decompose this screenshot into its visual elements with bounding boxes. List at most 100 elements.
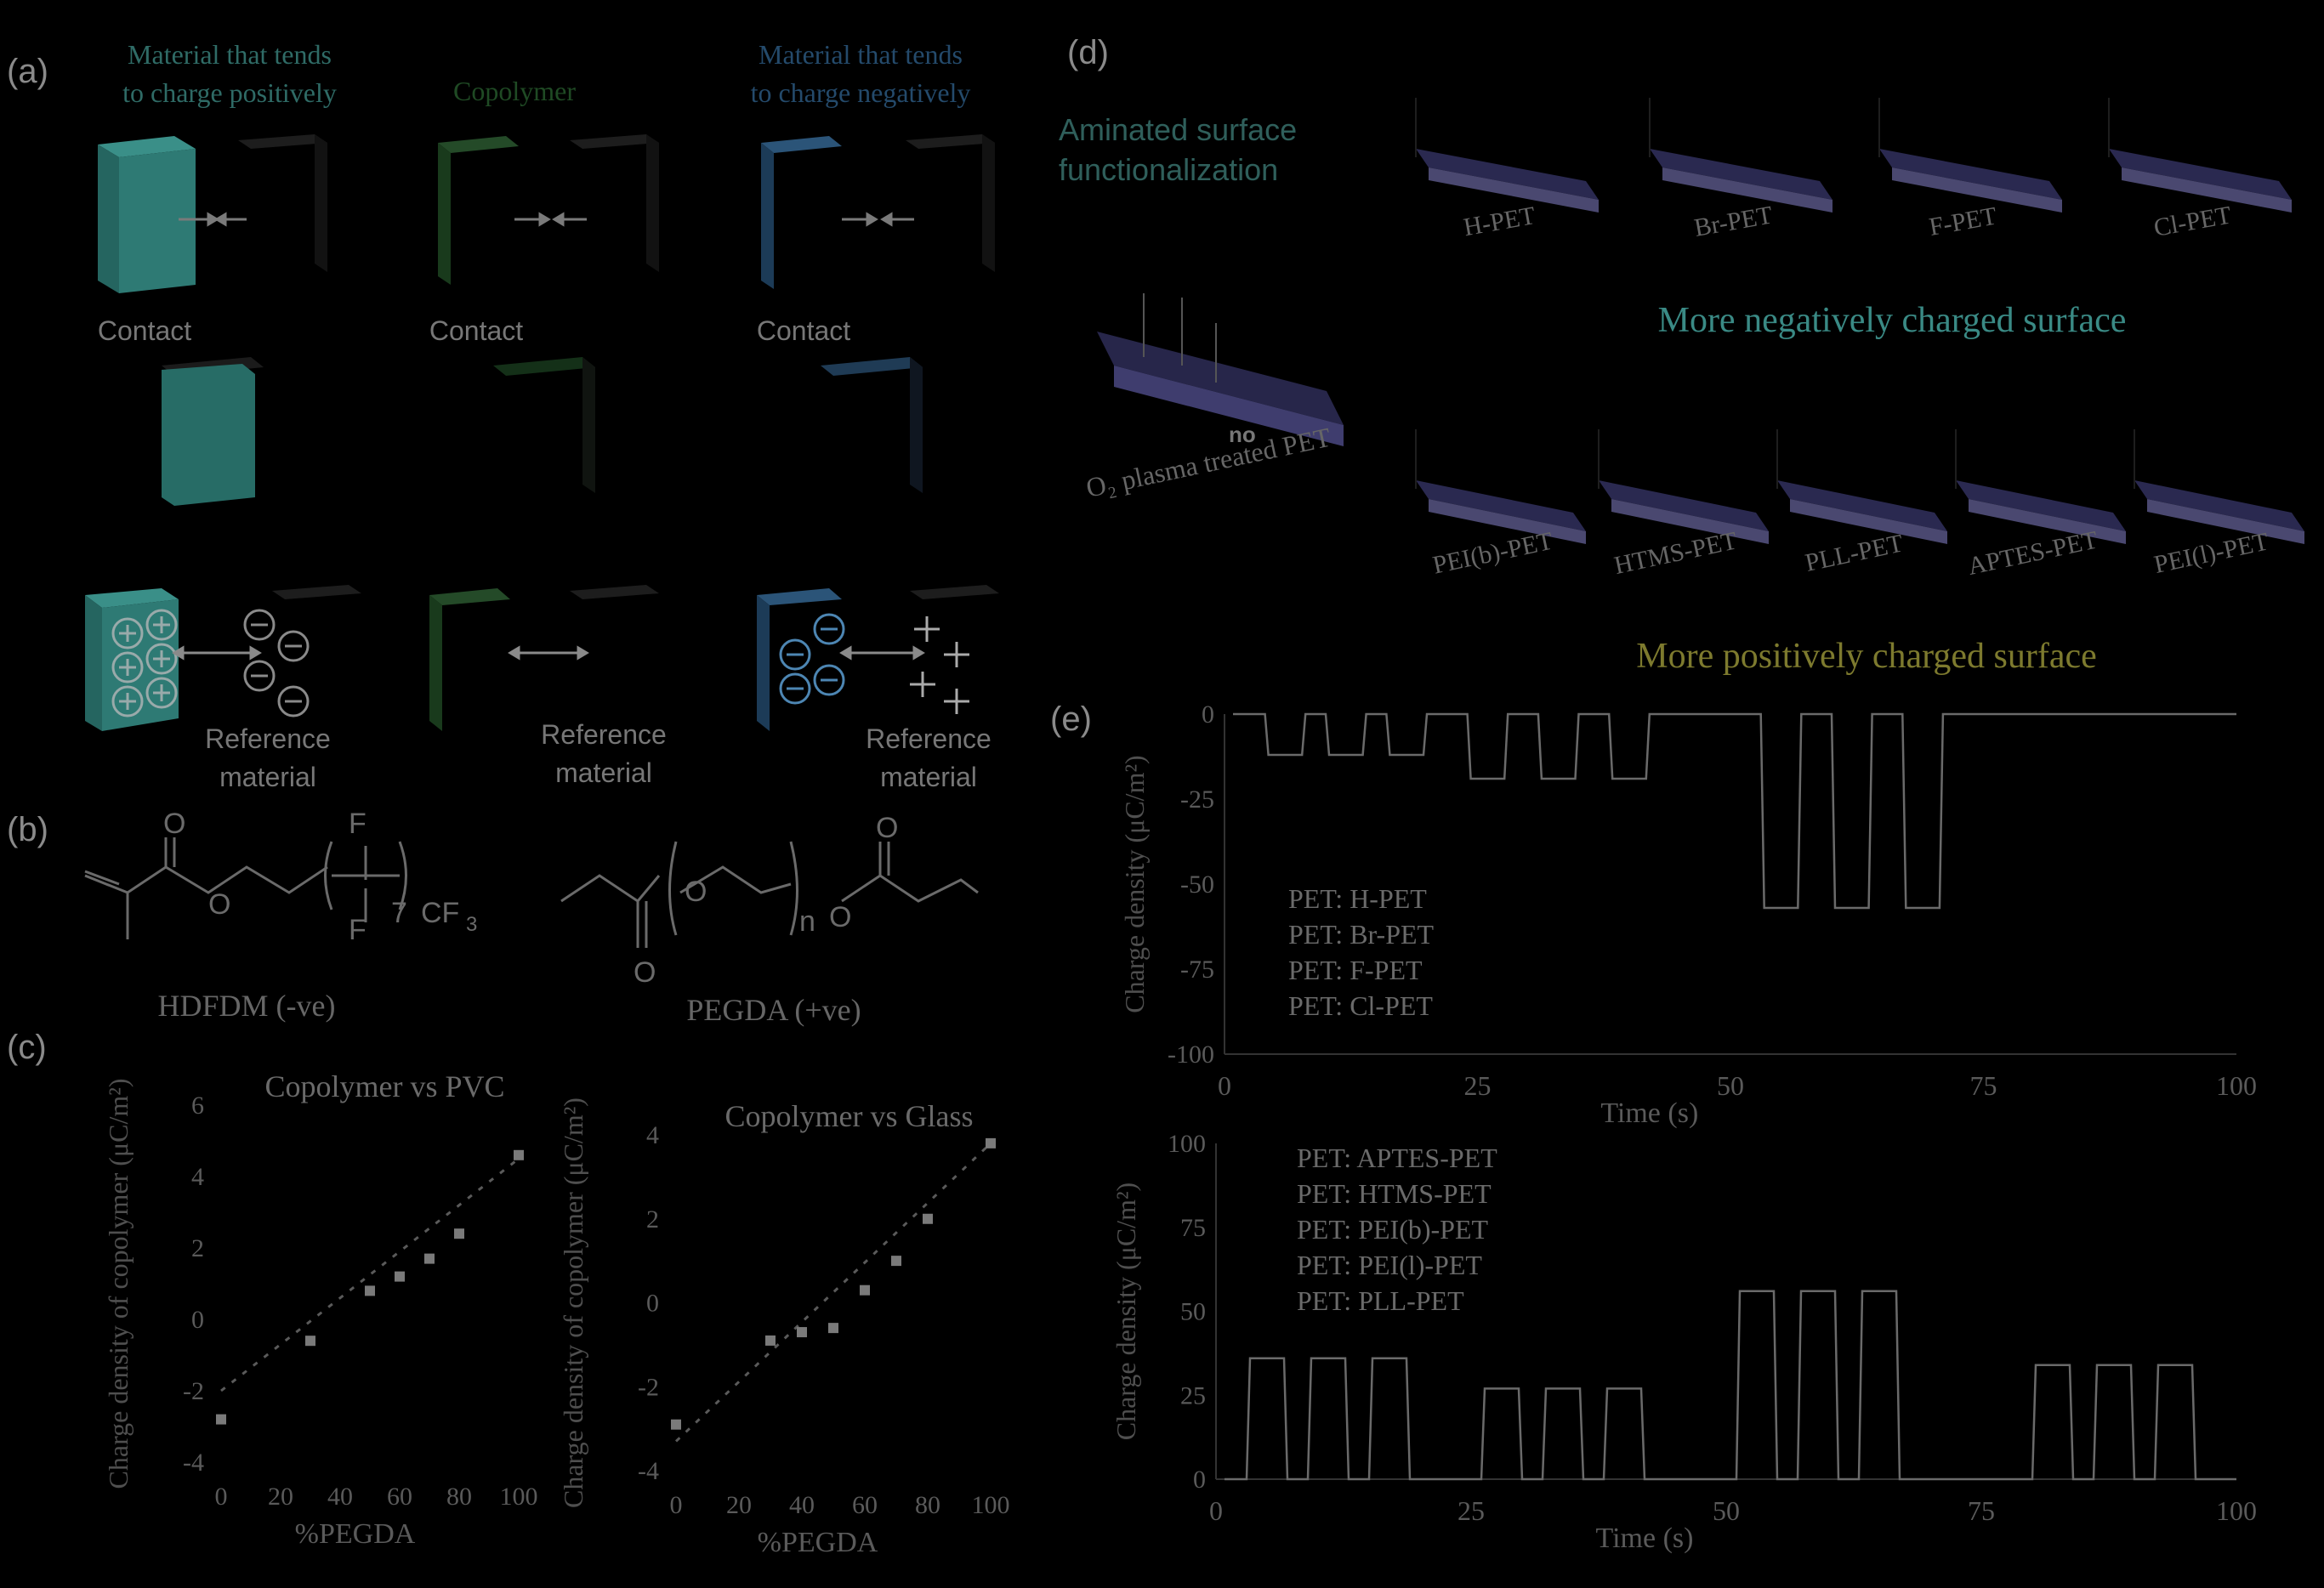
reference-block-row1-c: [906, 134, 995, 272]
y-tick-label: 25: [1180, 1381, 1206, 1409]
pos-film-side-3: [1969, 499, 2126, 544]
x-tick-label: 50: [1713, 1495, 1740, 1526]
reference-label-2a: Reference: [541, 719, 667, 750]
chart-positive-charge-density: 0 25 50 75 100 0 25 50 75 100 Time (s) Charge densi…: [1111, 1130, 2257, 1554]
neg-film-side-2: [1892, 167, 2062, 213]
neg-film-label-0: H-PET: [1462, 201, 1537, 241]
pos-film-side-4: [2147, 499, 2304, 544]
data-point: [305, 1336, 315, 1347]
y-axis-label: Charge density (μC/m²): [1119, 755, 1150, 1012]
x-tick-label: 100: [500, 1483, 538, 1511]
signal-trace: [1225, 1290, 2236, 1481]
y-axis-label: Charge density of copolymer (μC/m²): [103, 1079, 134, 1489]
neg-film-label-3: Cl-PET: [2151, 201, 2233, 241]
panel-label-d: (d): [1067, 34, 1109, 71]
data-point: [986, 1137, 996, 1148]
data-point: [828, 1323, 838, 1334]
reference-label-1b: material: [219, 762, 316, 792]
chart-title: Copolymer vs Glass: [725, 1099, 974, 1133]
y-tick-label: -4: [638, 1457, 659, 1485]
x-tick-label: 80: [915, 1491, 940, 1519]
x-tick-label: 75: [1970, 1070, 1997, 1101]
y-tick-label: -4: [183, 1449, 204, 1477]
neg-film-top-1: [1650, 149, 1832, 200]
x-tick-label: 100: [2216, 1495, 2257, 1526]
y-tick-label: 2: [191, 1234, 204, 1262]
y-tick-label: -75: [1180, 956, 1214, 984]
col2-title: Copolymer: [453, 76, 576, 106]
negative-surface-label: More negatively charged surface: [1658, 301, 2127, 340]
y-tick-label: 0: [1193, 1466, 1206, 1494]
x-tick-label: 40: [327, 1483, 353, 1511]
x-tick-label: 0: [1218, 1070, 1231, 1101]
svg-text:F: F: [349, 914, 366, 946]
neg-film-side-3: [2122, 167, 2292, 213]
chart-title: Copolymer vs PVC: [264, 1069, 504, 1103]
legend-entry: PET: PEI(l)-PET: [1297, 1250, 1482, 1280]
pos-film-top-2: [1777, 480, 1947, 531]
panel-label-b: (b): [7, 811, 48, 848]
copolymer-block-row3: [429, 588, 510, 605]
reference-label-3b: material: [880, 762, 977, 792]
reference-label-3a: Reference: [866, 723, 992, 754]
pos-film-0: PEI(b)-PET: [1415, 429, 1586, 580]
col1-title-line2: to charge positively: [122, 77, 337, 108]
x-tick-label: 100: [2216, 1070, 2257, 1101]
y-tick-label: 50: [1180, 1298, 1206, 1326]
pos-film-side-0: [1429, 499, 1586, 544]
aminated-label-1: Aminated surface: [1059, 112, 1297, 147]
o2-plasma-label: O₂ plasma treated PET: [1083, 422, 1333, 503]
data-point: [514, 1149, 524, 1160]
negative-charges-ref-a: [243, 609, 310, 717]
positive-block-row1: [98, 136, 196, 293]
copolymer-contact-block: [493, 357, 595, 493]
positive-contact-block: [162, 357, 264, 506]
x-axis-label: Time (s): [1600, 1097, 1698, 1129]
neg-film-side-1: [1662, 167, 1832, 213]
data-point: [365, 1285, 375, 1296]
svg-text:n: n: [799, 905, 815, 938]
neg-film-label-1: Br-PET: [1692, 201, 1775, 242]
svg-text:O: O: [829, 901, 851, 933]
data-point: [891, 1256, 901, 1267]
pos-film-top-3: [1956, 480, 2126, 531]
pos-film-2: PLL-PET: [1776, 429, 1947, 577]
copolymer-block-row1: [438, 136, 519, 285]
pos-film-label-0: PEI(b)-PET: [1430, 527, 1555, 580]
svg-text:CF: CF: [421, 897, 459, 929]
x-tick-label: 0: [1209, 1495, 1223, 1526]
fit-line: [674, 1142, 992, 1443]
svg-text:O: O: [208, 888, 230, 921]
positive-films: PEI(b)-PET HTMS-PET PLL-PET APTES-PET PEI(l)…: [1415, 429, 2304, 581]
pos-film-top-4: [2134, 480, 2304, 531]
hdfdm-skeleton: [84, 865, 328, 894]
pos-film-3: APTES-PET: [1955, 429, 2126, 581]
x-axis-label: %PEGDA: [758, 1527, 878, 1558]
panel-label-a: (a): [7, 53, 48, 90]
data-point: [671, 1419, 681, 1430]
fit-line: [220, 1157, 520, 1392]
neg-film-0: H-PET: [1415, 98, 1599, 241]
y-tick-label: -100: [1168, 1041, 1214, 1069]
contact-arrows: [179, 212, 914, 227]
y-tick-label: 75: [1180, 1214, 1206, 1242]
signal-trace: [1233, 712, 2236, 910]
y-tick-label: 0: [191, 1306, 204, 1334]
separation-arrows: [172, 645, 925, 661]
y-tick-label: -25: [1180, 785, 1214, 814]
x-axis-label: Time (s): [1596, 1523, 1694, 1554]
legend-entry: PET: H-PET: [1288, 883, 1427, 914]
panel-label-e: (e): [1050, 700, 1092, 738]
reference-label-1a: Reference: [205, 723, 331, 754]
y-tick-label: 100: [1168, 1130, 1206, 1158]
x-tick-label: 25: [1464, 1070, 1492, 1101]
y-tick-label: -2: [638, 1373, 659, 1401]
svg-text:O: O: [634, 956, 656, 989]
legend-entry: PET: APTES-PET: [1297, 1143, 1497, 1173]
data-point: [395, 1271, 405, 1282]
pos-film-side-2: [1790, 499, 1947, 544]
svg-text:O: O: [685, 876, 707, 908]
x-tick-label: 100: [972, 1491, 1010, 1519]
pos-film-4: PEI(l)-PET: [2134, 429, 2304, 579]
